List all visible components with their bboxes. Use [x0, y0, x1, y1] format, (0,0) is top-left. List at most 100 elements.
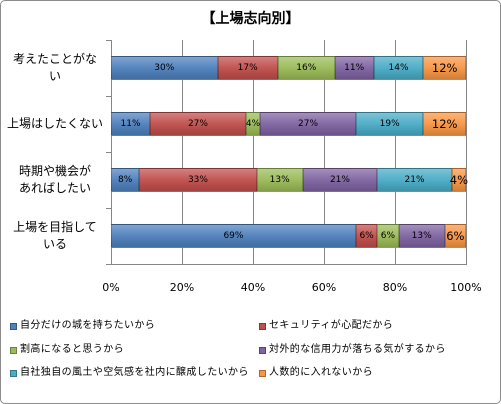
- data-label-unit: %: [165, 63, 175, 73]
- category-label: 上場はしたくない: [6, 116, 103, 131]
- bar-segment: [444, 224, 466, 248]
- data-label: 13%: [270, 174, 290, 186]
- bar-segment: [111, 56, 218, 80]
- x-axis-line: [111, 264, 467, 265]
- data-label-unit: %: [386, 231, 396, 241]
- legend: 自分だけの城を持ちたいから セキュリティが心配だから割高になると思うから 対外的な信…: [1, 311, 500, 387]
- data-label-value: 12: [431, 61, 447, 75]
- data-label: 6%: [381, 230, 395, 242]
- data-label: 6%: [446, 230, 464, 242]
- data-label-unit: %: [446, 61, 458, 75]
- bar-segment: [260, 112, 356, 136]
- data-label-value: 13: [269, 175, 282, 185]
- x-tick-label: 100%: [450, 281, 481, 295]
- data-label-unit: %: [457, 173, 469, 187]
- x-tick-label: 60%: [312, 281, 336, 295]
- legend-swatch: [259, 369, 266, 377]
- bar-segment: [111, 168, 140, 192]
- data-label-unit: %: [199, 119, 208, 129]
- data-label: 13%: [412, 230, 432, 242]
- x-gridline: [253, 40, 254, 265]
- data-label-value: 27: [187, 119, 200, 129]
- bar-segment: [423, 112, 466, 136]
- data-label-unit: %: [391, 119, 400, 129]
- data-label-unit: %: [199, 175, 208, 185]
- chart-title: 【上場志向別】: [201, 11, 300, 27]
- bar-segment: [111, 224, 356, 248]
- data-label-unit: %: [251, 119, 261, 129]
- data-label-unit: %: [355, 63, 365, 73]
- data-label-unit: %: [341, 175, 350, 185]
- legend-item: 対外的な信用力が落ちる気がするから: [259, 343, 446, 357]
- data-label-value: 6: [446, 229, 454, 243]
- x-tick-label: 40%: [241, 281, 265, 295]
- data-label-unit: %: [307, 63, 317, 73]
- x-tick-value: 80: [382, 281, 397, 294]
- data-label: 17%: [238, 62, 258, 74]
- data-label: 11%: [121, 118, 141, 130]
- bar-segment: [398, 224, 445, 248]
- x-tick-value: 60: [311, 281, 326, 294]
- data-label: 21%: [330, 174, 350, 186]
- x-gridline: [466, 40, 467, 265]
- legend-item: セキュリティが心配だから: [259, 319, 393, 333]
- data-label-value: 13: [411, 231, 424, 241]
- data-label: 8%: [118, 174, 132, 186]
- data-label: 27%: [298, 118, 318, 130]
- data-label-unit: %: [453, 229, 465, 243]
- bar-segment: [373, 56, 424, 80]
- data-label: 4%: [246, 118, 260, 130]
- x-gridline: [395, 40, 396, 265]
- data-label-unit: %: [123, 175, 133, 185]
- data-label-value: 4: [245, 119, 252, 129]
- data-label: 6%: [359, 230, 373, 242]
- y-axis-tick: [106, 152, 111, 153]
- legend-swatch: [259, 322, 266, 330]
- x-tick-unit: %: [325, 281, 337, 294]
- legend-swatch: [10, 346, 17, 354]
- data-label: 69%: [223, 230, 243, 242]
- data-label: 19%: [380, 118, 400, 130]
- data-label-value: 19: [379, 119, 392, 129]
- data-label-value: 21: [404, 175, 416, 185]
- bar-segment: [245, 112, 261, 136]
- y-axis-line: [111, 40, 112, 265]
- data-label-unit: %: [249, 63, 258, 73]
- data-label: 12%: [432, 118, 458, 130]
- legend-label: 割高になると思うから: [20, 344, 124, 355]
- bar-segment: [139, 168, 257, 192]
- data-label-value: 21: [329, 175, 342, 185]
- y-axis-tick: [106, 264, 111, 265]
- legend-label: 自社独自の風土や空気感を社内に醸成したいから: [20, 367, 249, 378]
- data-label-value: 27: [298, 119, 310, 129]
- data-label-value: 16: [296, 63, 308, 73]
- bar-segment: [355, 112, 424, 136]
- data-label-unit: %: [399, 63, 409, 73]
- data-label-unit: %: [281, 175, 290, 185]
- data-label-unit: %: [234, 231, 244, 241]
- data-label-value: 11: [344, 63, 356, 73]
- data-label-value: 6: [359, 231, 366, 241]
- legend-label: 自分だけの城を持ちたいから: [20, 320, 156, 331]
- data-label: 14%: [389, 62, 409, 74]
- x-tick-label: 80%: [383, 281, 407, 295]
- data-label-value: 14: [388, 63, 400, 73]
- data-label-value: 12: [431, 117, 447, 131]
- data-label-unit: %: [131, 119, 141, 129]
- data-label: 12%: [432, 62, 458, 74]
- data-label-unit: %: [423, 231, 432, 241]
- legend-swatch: [10, 322, 17, 330]
- data-label-value: 11: [120, 119, 132, 129]
- data-label: 16%: [296, 62, 316, 74]
- data-label-value: 6: [380, 231, 387, 241]
- x-tick-unit: %: [396, 281, 408, 294]
- bar-segment: [150, 112, 246, 136]
- bar-segment: [423, 56, 466, 80]
- data-label-unit: %: [446, 117, 458, 131]
- legend-item: 人数的に入れないから: [259, 366, 373, 380]
- bar-segment: [256, 168, 303, 192]
- data-label-unit: %: [309, 119, 319, 129]
- x-tick-value: 0: [102, 281, 110, 294]
- x-gridline: [324, 40, 325, 265]
- x-tick-unit: %: [183, 281, 195, 294]
